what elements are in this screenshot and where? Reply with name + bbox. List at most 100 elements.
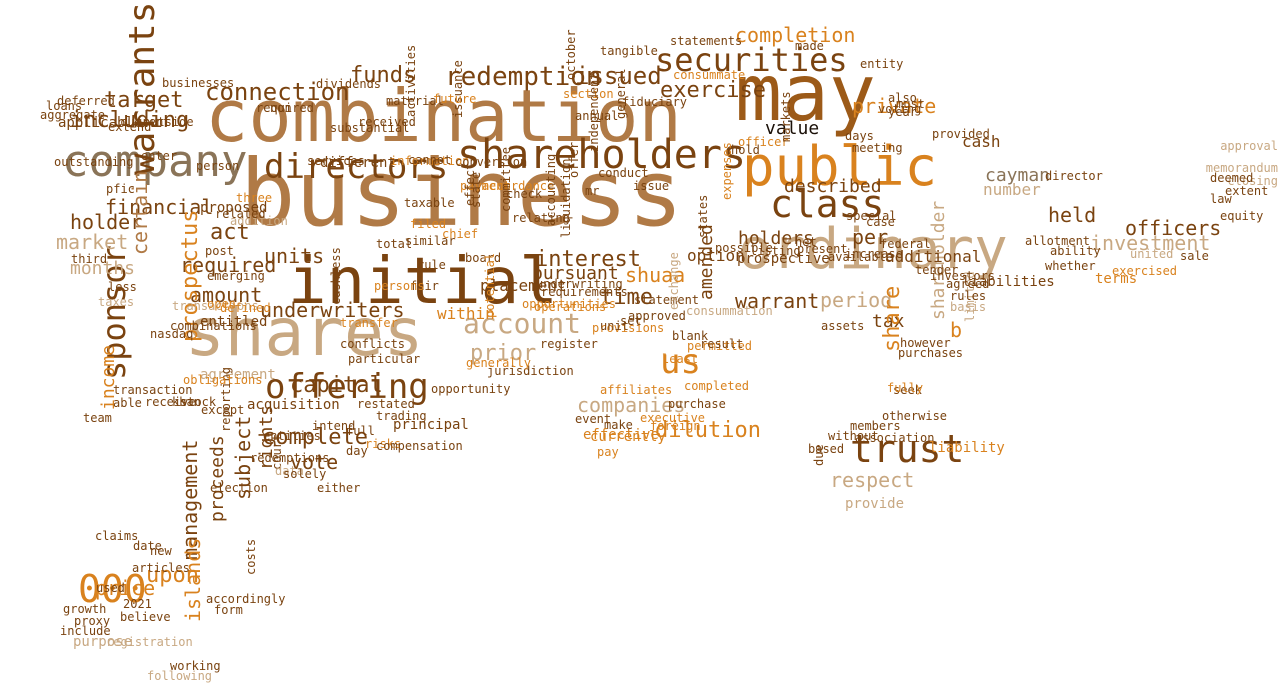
cloud-word: effective <box>583 427 659 443</box>
cloud-word: complete <box>262 425 368 450</box>
cloud-word: investment <box>1090 231 1211 255</box>
cloud-word: officer <box>738 135 789 149</box>
cloud-word: basis <box>950 300 987 314</box>
cloud-word: exercise <box>660 78 766 103</box>
cloud-word: permitted <box>687 339 753 353</box>
cloud-word: time <box>600 285 653 310</box>
cloud-word: equity <box>1220 209 1264 223</box>
cloud-word: working <box>170 659 221 673</box>
cloud-word: tax <box>872 311 905 332</box>
cloud-word: memorandum <box>1205 161 1278 175</box>
cloud-word: except <box>201 403 245 417</box>
cloud-word: assets <box>821 319 865 333</box>
cloud-word: relating <box>512 211 570 225</box>
cloud-word: available <box>828 250 894 264</box>
cloud-word: new <box>150 544 172 558</box>
cloud-word: less <box>108 280 137 294</box>
cloud-word: however <box>900 336 951 350</box>
cloud-word: allotment <box>1025 234 1091 248</box>
cloud-word: cashless <box>329 247 343 305</box>
cloud-word: must <box>896 97 925 111</box>
cloud-word: whether <box>1045 259 1096 273</box>
cloud-word: stock <box>180 395 217 409</box>
cloud-word: outstanding <box>54 155 134 169</box>
cloud-word: accordance <box>482 179 555 193</box>
cloud-word: non <box>270 101 292 115</box>
cloud-word: conversion <box>455 155 528 169</box>
cloud-word: provided <box>932 127 990 141</box>
cloud-word: sale <box>1180 249 1209 263</box>
cloud-word: dividends <box>316 77 382 91</box>
cloud-word: day <box>346 444 368 458</box>
cloud-word: result <box>700 337 744 351</box>
cloud-word: provide <box>845 496 905 512</box>
cloud-word: underwriters <box>260 298 405 322</box>
cloud-word: increase <box>845 247 903 261</box>
cloud-word: liquidation <box>559 158 573 238</box>
cloud-word: solely <box>283 467 327 481</box>
cloud-word: potential <box>483 252 497 318</box>
cloud-word: shareholders <box>457 132 746 178</box>
cloud-word: agreed <box>946 277 990 291</box>
cloud-word: association <box>855 431 935 445</box>
cloud-word: entitled <box>200 314 268 330</box>
cloud-word: rules <box>950 289 987 303</box>
cloud-word: amount <box>190 283 263 307</box>
cloud-word: form <box>214 603 243 617</box>
cloud-word: activities <box>404 44 418 117</box>
cloud-word: statements <box>670 34 743 48</box>
cloud-word: statement <box>634 293 700 307</box>
cloud-word: event <box>575 412 612 426</box>
cloud-word: receive <box>145 395 196 409</box>
cloud-word: holder <box>70 210 143 234</box>
cloud-word: liability <box>929 440 1005 456</box>
cloud-word: addition <box>230 214 288 228</box>
cloud-word: data <box>275 464 304 478</box>
cloud-word: number <box>983 180 1041 199</box>
cloud-word: chief <box>442 227 479 241</box>
cloud-word: required <box>256 101 314 115</box>
cloud-word: directors <box>264 147 449 187</box>
cloud-word: transfer <box>340 316 398 330</box>
cloud-word: including <box>70 108 190 133</box>
cloud-word: purchase <box>668 397 726 411</box>
cloud-word: articles <box>132 561 190 575</box>
cloud-word: shuaa <box>625 263 686 287</box>
cloud-word: otherwise <box>882 409 948 423</box>
cloud-word: used <box>96 581 125 595</box>
cloud-word: fair <box>410 279 439 293</box>
cloud-word: fully <box>887 381 924 395</box>
cloud-word: issued <box>575 62 662 90</box>
cloud-word: entity <box>860 57 904 71</box>
cloud-word: transactions <box>172 299 259 313</box>
cloud-word: information <box>390 154 470 168</box>
cloud-word: upon <box>146 563 199 588</box>
cloud-word: financial <box>105 195 214 219</box>
cloud-word: purpose <box>73 634 133 650</box>
cloud-word: include <box>60 624 111 638</box>
cloud-word: cayman <box>985 165 1051 186</box>
cloud-word: make <box>604 418 633 432</box>
cloud-word: future <box>433 92 477 106</box>
cloud-word: different <box>320 155 396 171</box>
cloud-word: voting <box>878 102 922 116</box>
cloud-word: either <box>317 481 361 495</box>
cloud-word: meeting <box>852 141 903 155</box>
cloud-word: securities <box>655 41 848 79</box>
cloud-word: described <box>784 176 882 197</box>
cloud-word: pfic <box>106 182 135 196</box>
cloud-word: loans <box>46 99 83 113</box>
cloud-word: conduct <box>598 166 649 180</box>
cloud-word: approval <box>1220 139 1278 153</box>
cloud-word: officers <box>1125 216 1222 240</box>
cloud-word: jurisdiction <box>487 364 574 378</box>
cloud-word: deferred <box>57 94 115 108</box>
cloud-word: islands <box>181 537 205 622</box>
cloud-word: investors <box>930 269 996 283</box>
cloud-word: restated <box>357 397 415 411</box>
cloud-word: generally <box>466 356 532 370</box>
cloud-word: states <box>696 194 710 238</box>
cloud-word: businesses <box>162 76 235 90</box>
cloud-word: purchases <box>898 346 964 360</box>
